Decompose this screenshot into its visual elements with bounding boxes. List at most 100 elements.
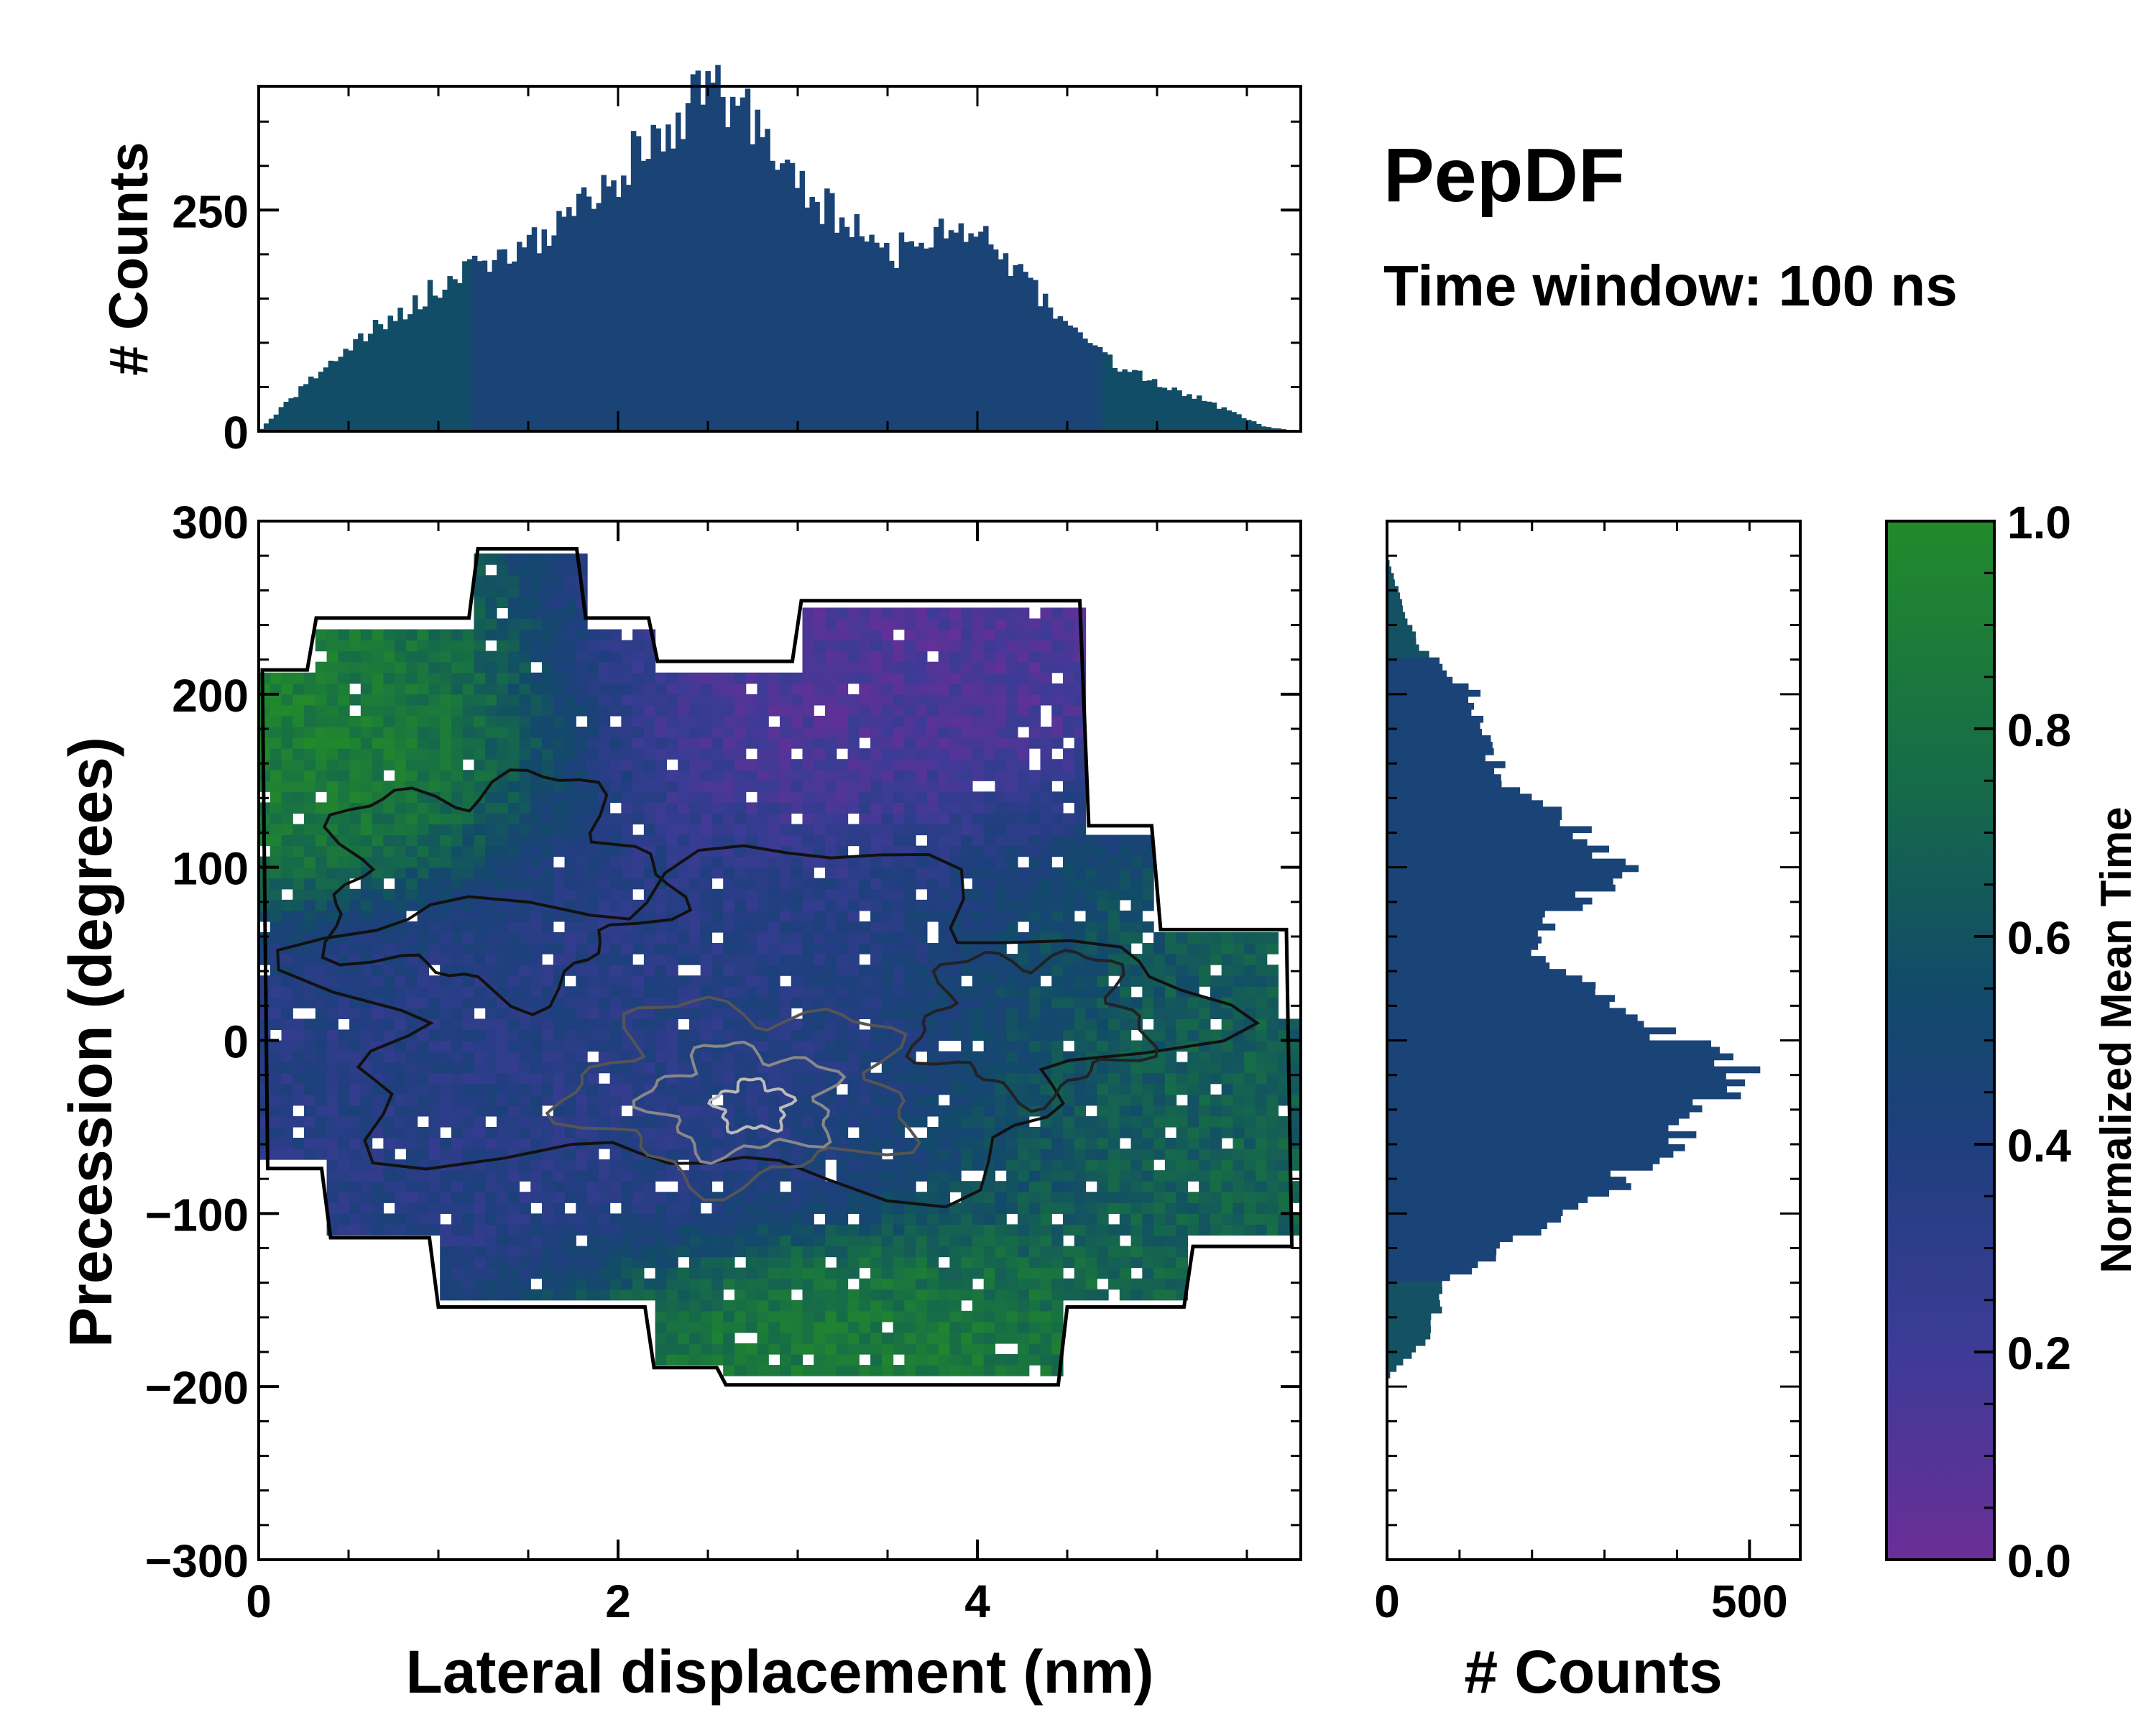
heatmap-cell bbox=[1040, 1289, 1052, 1301]
heatmap-cell bbox=[417, 1083, 430, 1095]
heatmap-cell bbox=[417, 1105, 430, 1117]
heatmap-cell bbox=[995, 1354, 1007, 1366]
heatmap-cell bbox=[1142, 845, 1154, 857]
heatmap-cell bbox=[881, 650, 894, 663]
heatmap-cell bbox=[1028, 683, 1041, 695]
heatmap-cell bbox=[995, 1202, 1007, 1214]
heatmap-cell bbox=[859, 899, 871, 911]
heatmap-cell bbox=[995, 1062, 1007, 1074]
heatmap-cell bbox=[791, 1343, 803, 1355]
heatmap-cell bbox=[1028, 802, 1041, 814]
heatmap-cell bbox=[870, 1224, 883, 1236]
heatmap-cell bbox=[349, 1072, 361, 1085]
heatmap-cell bbox=[1097, 899, 1109, 911]
heatmap-cell bbox=[655, 791, 667, 803]
heatmap-cell bbox=[1063, 781, 1075, 792]
heatmap-cell bbox=[451, 683, 464, 695]
heatmap-cell bbox=[428, 975, 441, 987]
heatmap-cell bbox=[598, 975, 611, 987]
heatmap-cell bbox=[598, 824, 611, 836]
heatmap-cell bbox=[1130, 1278, 1143, 1290]
heatmap-cell bbox=[938, 1029, 951, 1041]
heatmap-cell bbox=[576, 1192, 588, 1203]
heatmap-cell bbox=[1017, 1062, 1030, 1074]
heatmap-cell bbox=[893, 888, 905, 901]
heatmap-cell bbox=[972, 910, 985, 922]
heatmap-cell bbox=[315, 737, 328, 749]
heatmap-cell bbox=[530, 921, 543, 933]
heatmap-cell bbox=[643, 1256, 656, 1269]
heatmap-cell bbox=[926, 1246, 939, 1258]
heatmap-cell bbox=[372, 650, 384, 663]
heatmap-cell bbox=[983, 715, 996, 727]
heatmap-cell bbox=[734, 1267, 747, 1279]
heatmap-cell bbox=[542, 564, 554, 576]
heatmap-cell bbox=[926, 888, 939, 901]
heatmap-cell bbox=[802, 965, 814, 976]
heatmap-cell bbox=[723, 1008, 735, 1019]
heatmap-cell bbox=[428, 802, 441, 814]
heatmap-cell bbox=[780, 1365, 792, 1376]
heatmap-cell bbox=[507, 1278, 520, 1290]
heatmap-cell bbox=[519, 694, 531, 706]
heatmap-cell bbox=[938, 683, 951, 695]
heatmap-cell bbox=[621, 726, 633, 738]
heatmap-cell bbox=[802, 1321, 814, 1333]
heatmap-cell bbox=[700, 1278, 713, 1290]
heatmap-cell bbox=[405, 965, 418, 976]
heatmap-cell bbox=[972, 899, 985, 911]
heatmap-cell bbox=[507, 748, 520, 760]
heatmap-cell bbox=[564, 899, 576, 911]
heatmap-cell bbox=[983, 1040, 996, 1052]
heatmap-cell bbox=[711, 921, 724, 933]
heatmap-cell bbox=[870, 1246, 883, 1258]
heatmap-cell bbox=[983, 867, 996, 879]
heatmap-cell bbox=[372, 845, 384, 857]
heatmap-cell bbox=[938, 650, 951, 663]
heatmap-cell bbox=[292, 954, 305, 965]
heatmap-cell bbox=[564, 1072, 576, 1085]
heatmap-cell bbox=[893, 1235, 905, 1247]
heatmap-cell bbox=[621, 770, 633, 781]
heatmap-cell bbox=[281, 878, 293, 890]
top-histogram-bar bbox=[879, 247, 885, 431]
heatmap-cell bbox=[734, 1246, 747, 1258]
heatmap-cell bbox=[405, 878, 418, 890]
heatmap-cell bbox=[292, 802, 305, 814]
heatmap-cell bbox=[405, 791, 418, 803]
heatmap-cell bbox=[802, 791, 814, 803]
heatmap-cell bbox=[881, 1224, 894, 1236]
heatmap-cell bbox=[564, 1029, 576, 1041]
heatmap-cell bbox=[598, 1224, 611, 1236]
heatmap-cell bbox=[825, 824, 837, 836]
heatmap-cell bbox=[847, 1267, 860, 1279]
heatmap-cell bbox=[587, 640, 599, 652]
heatmap-cell bbox=[1051, 1224, 1064, 1236]
heatmap-cell bbox=[507, 1224, 520, 1236]
heatmap-cell bbox=[485, 704, 497, 717]
heatmap-cell bbox=[576, 694, 588, 706]
heatmap-cell bbox=[417, 1062, 430, 1074]
heatmap-cell bbox=[338, 726, 350, 738]
heatmap-cell bbox=[678, 672, 690, 684]
heatmap-cell bbox=[315, 910, 328, 922]
heatmap-cell bbox=[553, 650, 566, 663]
heatmap-cell bbox=[870, 791, 883, 803]
heatmap-cell bbox=[372, 834, 384, 847]
heatmap-cell bbox=[734, 1105, 747, 1117]
heatmap-cell bbox=[519, 1137, 531, 1149]
heatmap-cell bbox=[893, 748, 905, 760]
heatmap-cell bbox=[542, 704, 554, 717]
heatmap-cell bbox=[270, 1137, 282, 1149]
heatmap-cell bbox=[417, 683, 430, 695]
heatmap-cell bbox=[847, 932, 860, 944]
heatmap-cell bbox=[1006, 683, 1018, 695]
heatmap-cell bbox=[1119, 1289, 1132, 1301]
heatmap-cell bbox=[632, 759, 645, 770]
heatmap-cell bbox=[814, 813, 826, 825]
heatmap-cell bbox=[270, 759, 282, 770]
heatmap-cell bbox=[372, 1224, 384, 1236]
heatmap-cell bbox=[1028, 661, 1041, 673]
heatmap-cell bbox=[428, 650, 441, 663]
heatmap-cell bbox=[1040, 737, 1052, 749]
